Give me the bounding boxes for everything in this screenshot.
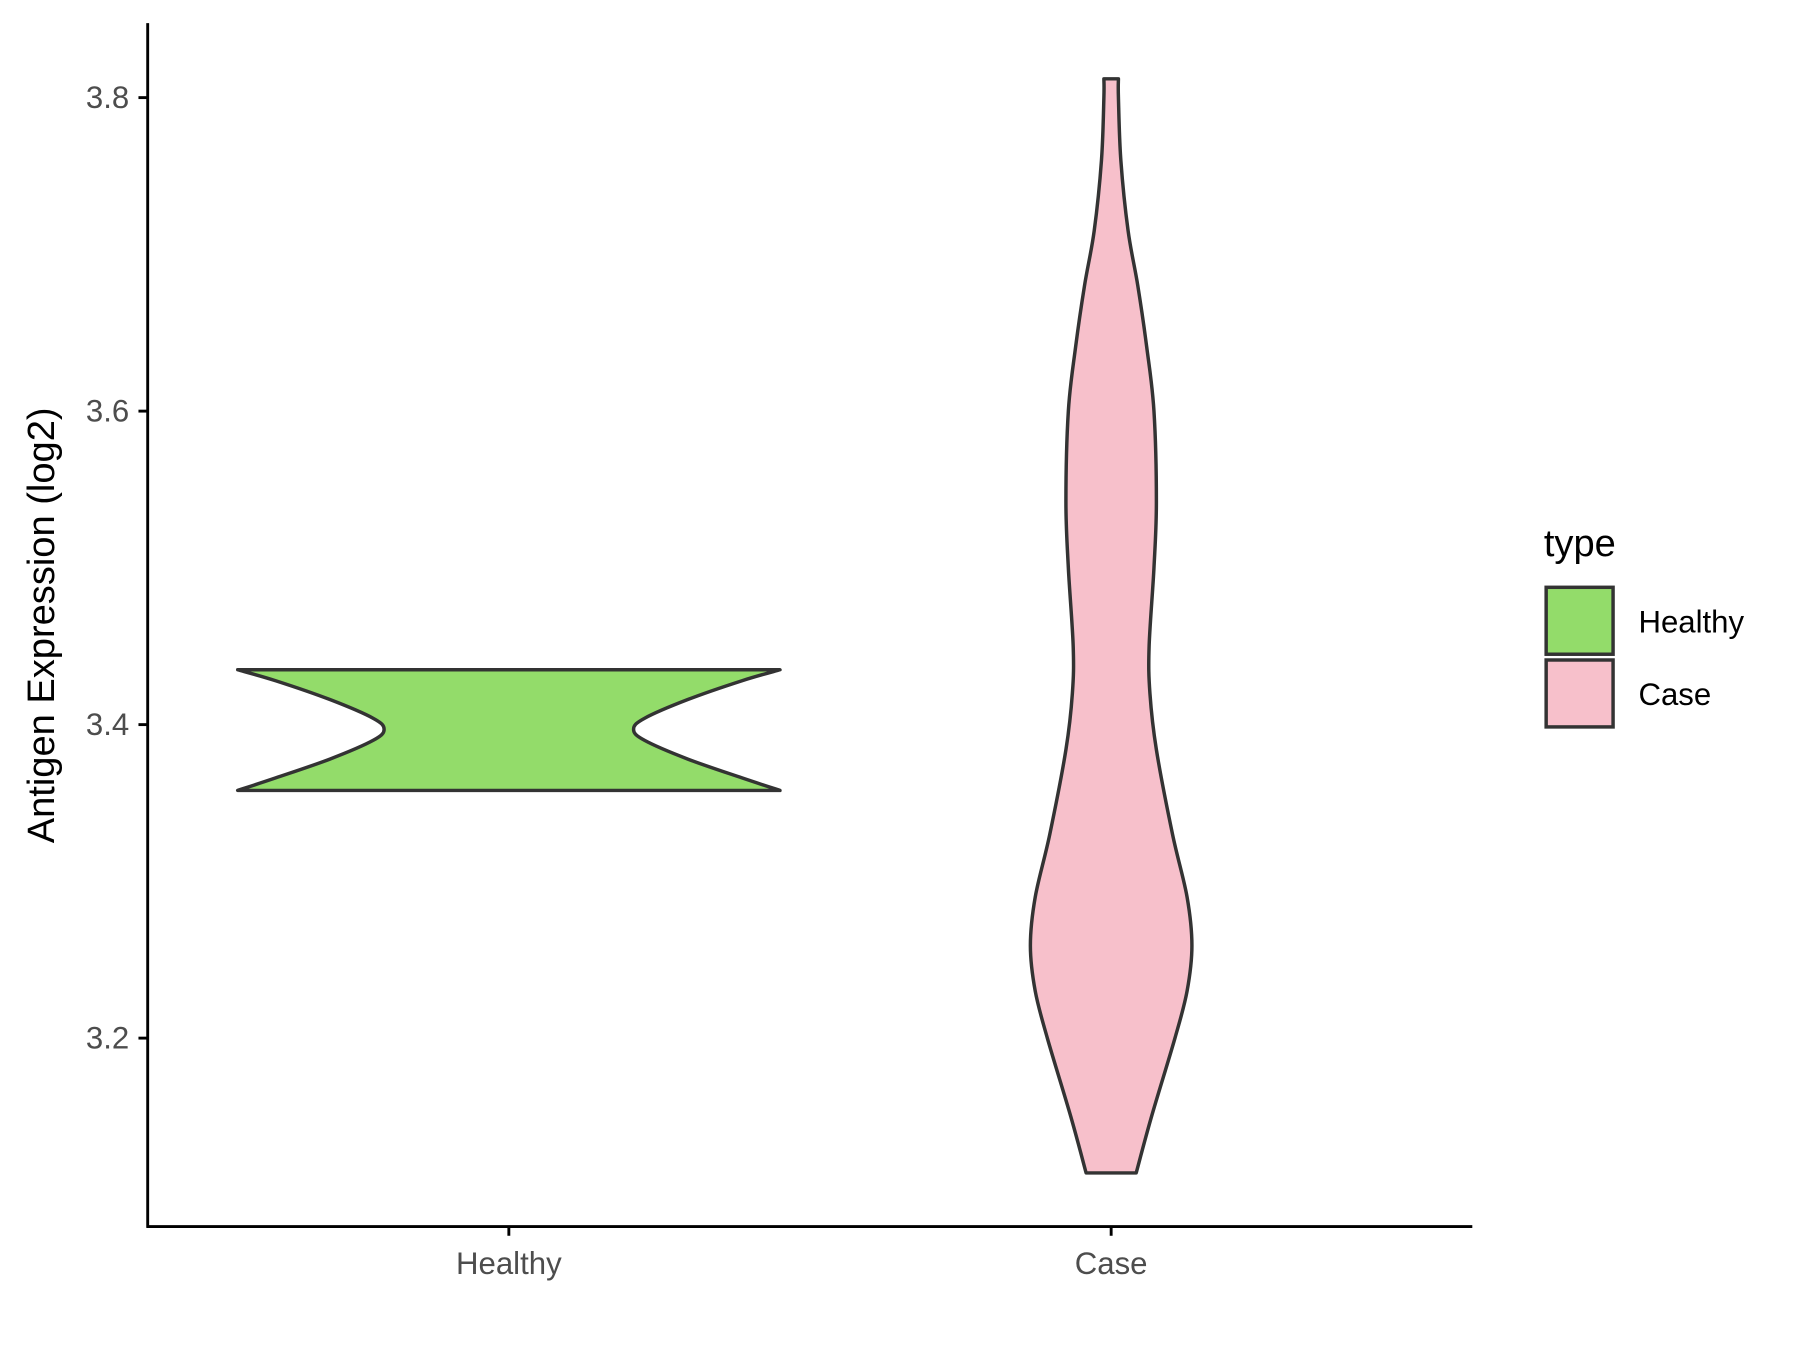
y-axis-title: Antigen Expression (log2) bbox=[21, 407, 63, 843]
y-tick-label: 3.6 bbox=[86, 394, 129, 429]
x-tick-label: Healthy bbox=[456, 1246, 562, 1281]
y-tick-label: 3.4 bbox=[86, 707, 129, 742]
legend-key-case bbox=[1544, 658, 1615, 729]
legend: Healthy Case bbox=[1544, 585, 1744, 729]
y-tick-label: 3.2 bbox=[86, 1021, 129, 1056]
y-ticks: 3.2 3.4 3.6 3.8 bbox=[86, 80, 148, 1056]
x-ticks: Healthy Case bbox=[456, 1226, 1148, 1281]
legend-label: Healthy bbox=[1638, 604, 1744, 639]
y-tick-label: 3.8 bbox=[86, 80, 129, 115]
violin-case bbox=[1028, 77, 1194, 1175]
legend-label: Case bbox=[1638, 677, 1711, 712]
violins bbox=[235, 77, 1194, 1175]
legend-title: type bbox=[1544, 523, 1616, 565]
x-tick-label: Case bbox=[1075, 1246, 1148, 1281]
legend-key-healthy bbox=[1544, 585, 1615, 656]
violin-healthy bbox=[235, 668, 782, 793]
